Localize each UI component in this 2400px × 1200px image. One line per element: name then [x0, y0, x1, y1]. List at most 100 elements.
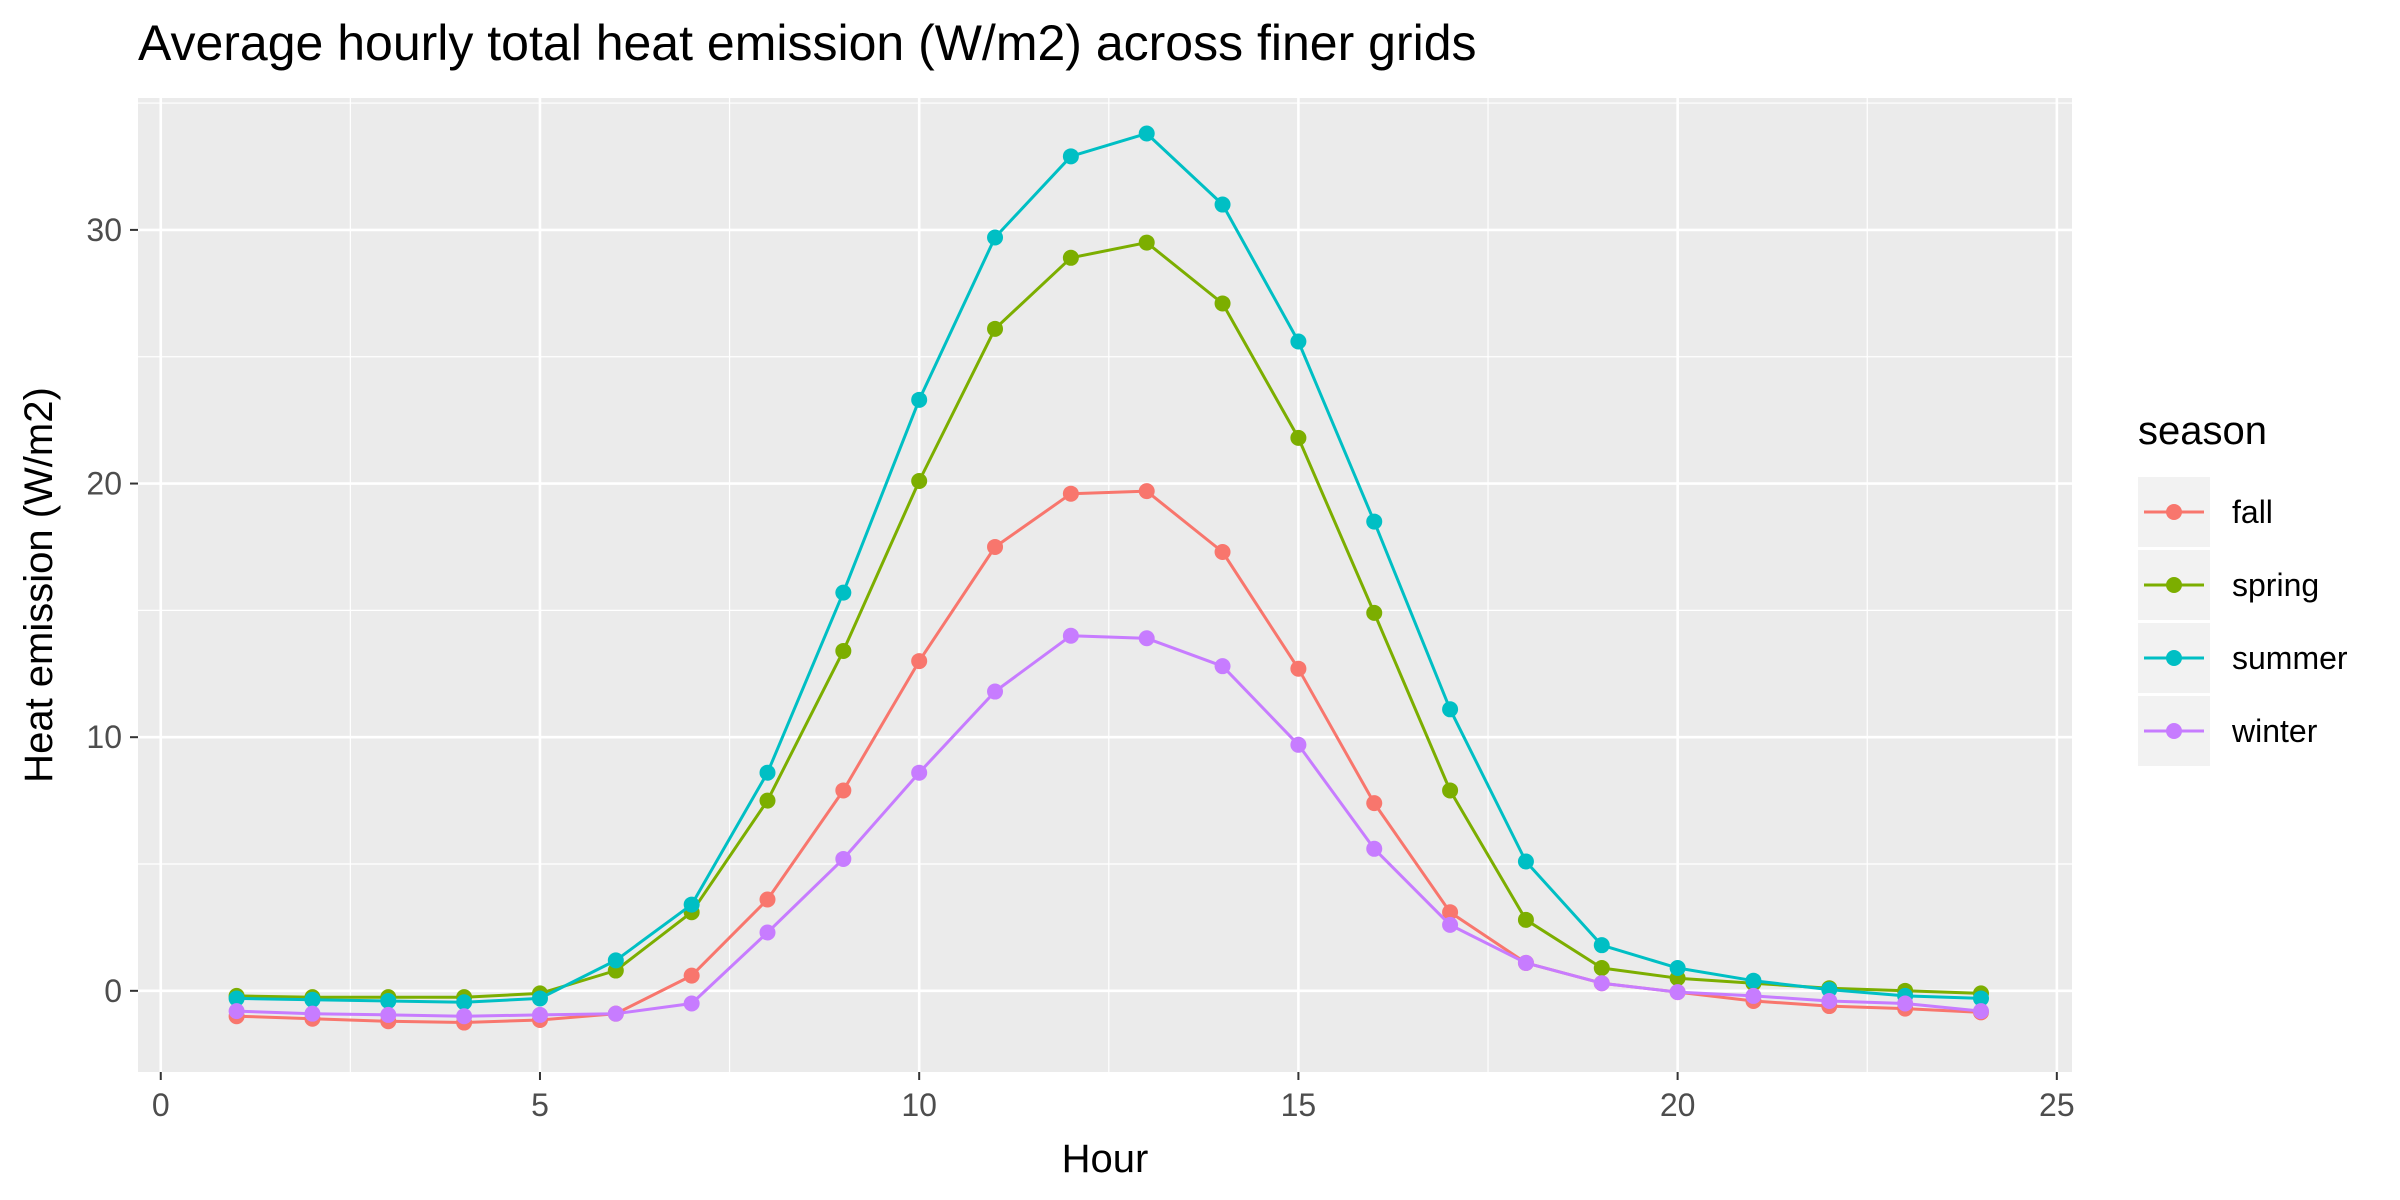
data-point [380, 992, 397, 1009]
y-axis: 0 10 20 30 [86, 212, 138, 1009]
x-tick-label: 0 [152, 1087, 170, 1123]
data-point [759, 891, 776, 908]
data-point [1214, 544, 1231, 561]
series-winter [228, 627, 1989, 1025]
data-point [1442, 904, 1459, 921]
x-tick-label: 10 [901, 1087, 937, 1123]
data-point [1517, 954, 1534, 971]
plot-panel [138, 98, 2072, 1072]
data-point [911, 391, 928, 408]
legend-item-winter: winter [2138, 696, 2318, 766]
data-point [1138, 483, 1155, 500]
x-tick-label: 5 [531, 1087, 549, 1123]
data-point [531, 990, 548, 1007]
data-point [1366, 840, 1383, 857]
data-point [683, 995, 700, 1012]
data-point [1442, 782, 1459, 799]
data-point [1062, 249, 1079, 266]
data-point [759, 764, 776, 781]
legend-item-spring: spring [2138, 550, 2319, 620]
x-tick-label: 20 [1660, 1087, 1696, 1123]
y-tick-label: 10 [86, 719, 122, 755]
series-group [228, 125, 1989, 1031]
data-point [1821, 992, 1838, 1009]
data-point [1972, 1003, 1989, 1020]
legend-key-point [2166, 577, 2182, 593]
legend-label: winter [2231, 713, 2318, 749]
data-point [304, 1005, 321, 1022]
data-point [1062, 485, 1079, 502]
data-point [683, 896, 700, 913]
x-axis: 0 5 10 15 20 25 [152, 1072, 2075, 1123]
data-point [1517, 911, 1534, 928]
legend-label: summer [2232, 640, 2348, 676]
data-point [607, 1005, 624, 1022]
y-tick-label: 30 [86, 212, 122, 248]
data-point [228, 1003, 245, 1020]
legend-label: spring [2232, 567, 2319, 603]
data-point [1442, 701, 1459, 718]
data-point [987, 320, 1004, 337]
data-point [759, 924, 776, 941]
series-line [236, 634, 1982, 1018]
x-tick-label: 15 [1281, 1087, 1317, 1123]
data-point [1593, 975, 1610, 992]
data-point [1593, 937, 1610, 954]
data-point [1062, 148, 1079, 165]
data-point [1593, 960, 1610, 977]
data-point [1214, 658, 1231, 675]
data-point [683, 967, 700, 984]
legend-key-point [2166, 504, 2182, 520]
legend-key-point [2166, 723, 2182, 739]
data-point [1897, 995, 1914, 1012]
y-axis-title: Heat emission (W/m2) [17, 387, 61, 783]
data-point [1517, 853, 1534, 870]
y-tick-label: 20 [86, 466, 122, 502]
data-point [1669, 984, 1686, 1001]
data-point [456, 1008, 473, 1025]
x-tick-label: 25 [2039, 1087, 2075, 1123]
data-point [1821, 981, 1838, 998]
legend-label: fall [2232, 494, 2273, 530]
legend-title: season [2138, 409, 2267, 453]
data-point [1366, 604, 1383, 621]
legend-item-fall: fall [2138, 477, 2273, 547]
data-point [1745, 972, 1762, 989]
data-point [456, 994, 473, 1011]
data-point [911, 473, 928, 490]
data-point [1972, 990, 1989, 1007]
y-tick-label: 0 [104, 973, 122, 1009]
data-point [835, 850, 852, 867]
data-point [607, 952, 624, 969]
data-point [228, 990, 245, 1007]
data-point [1138, 234, 1155, 251]
legend-key-point [2166, 650, 2182, 666]
data-point [1366, 795, 1383, 812]
data-point [759, 792, 776, 809]
data-point [835, 782, 852, 799]
legend: season fall spring summer winter [2138, 409, 2348, 766]
data-point [911, 764, 928, 781]
data-point [1290, 736, 1307, 753]
data-point [380, 1006, 397, 1023]
data-point [987, 538, 1004, 555]
data-point [1138, 125, 1155, 142]
data-point [987, 683, 1004, 700]
data-point [1442, 916, 1459, 933]
data-point [835, 642, 852, 659]
x-axis-title: Hour [1062, 1137, 1149, 1181]
data-point [304, 991, 321, 1008]
data-point [1062, 627, 1079, 644]
data-point [987, 229, 1004, 246]
data-point [1290, 660, 1307, 677]
data-point [531, 1006, 548, 1023]
series-line [236, 241, 1982, 999]
data-point [1745, 987, 1762, 1004]
legend-item-summer: summer [2138, 623, 2348, 693]
data-point [1290, 333, 1307, 350]
data-point [835, 584, 852, 601]
data-point [1214, 295, 1231, 312]
data-point [1669, 960, 1686, 977]
series-line [236, 132, 1982, 1004]
chart-title: Average hourly total heat emission (W/m2… [138, 15, 1477, 71]
